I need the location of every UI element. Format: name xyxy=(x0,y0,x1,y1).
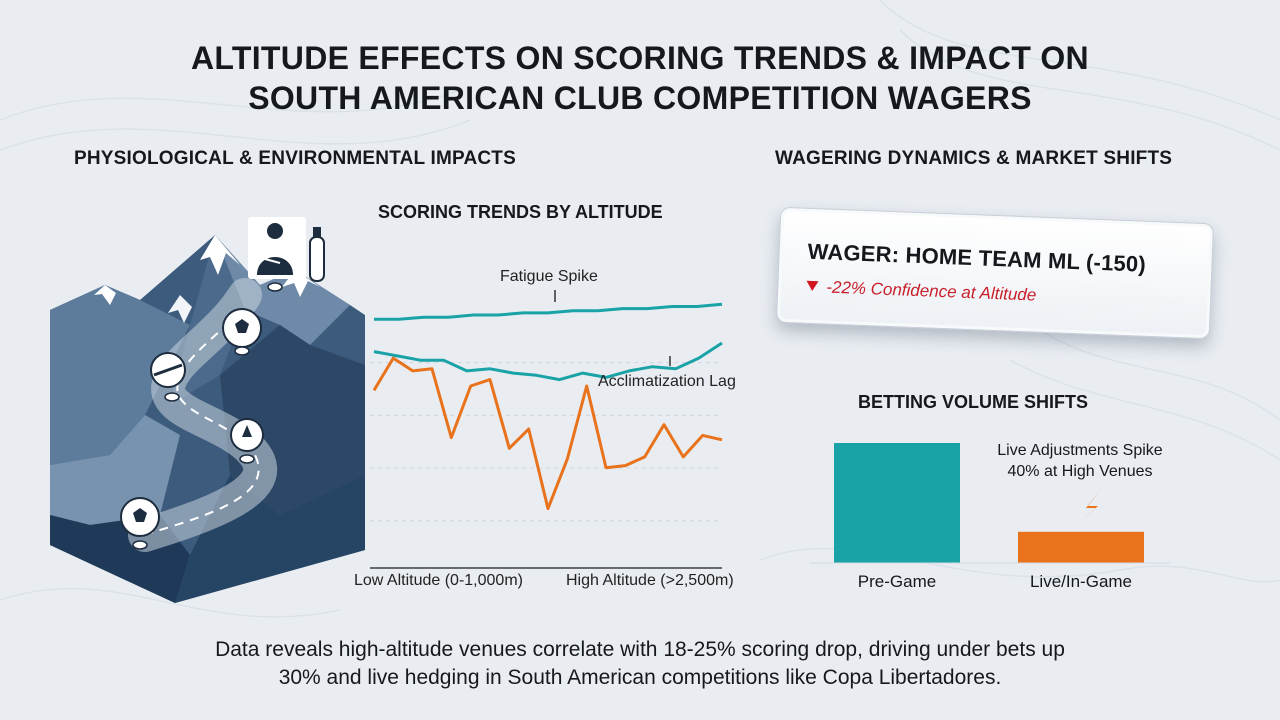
title-line-1: ALTITUDE EFFECTS ON SCORING TRENDS & IMP… xyxy=(191,40,1089,76)
left-section-heading: PHYSIOLOGICAL & ENVIRONMENTAL IMPACTS xyxy=(74,148,516,169)
bar-live-in-game xyxy=(1018,531,1144,563)
x-tick-low-altitude: Low Altitude (0-1,000m) xyxy=(354,572,523,589)
note-line-1: Live Adjustments Spike xyxy=(997,442,1163,459)
x-tick-high-altitude: High Altitude (>2,500m) xyxy=(566,572,734,589)
series-line-2 xyxy=(373,341,723,382)
summary-line-2: 30% and live hedging in South American c… xyxy=(278,666,1002,689)
wager-confidence-value: -22% Confidence at Altitude xyxy=(825,277,1037,305)
wager-confidence-text: -22% Confidence at Altitude xyxy=(806,277,1037,306)
wager-main-text: WAGER: HOME TEAM ML (-150) xyxy=(807,238,1147,277)
title-line-2: SOUTH AMERICAN CLUB COMPETITION WAGERS xyxy=(248,80,1032,116)
line-chart-title: SCORING TRENDS BY ALTITUDE xyxy=(378,202,663,222)
summary-text: Data reveals high-altitude venues correl… xyxy=(0,636,1280,692)
bar-chart-title: BETTING VOLUME SHIFTS xyxy=(858,392,1089,412)
note-line-2: 40% at High Venues xyxy=(1007,463,1153,480)
right-section-heading: WAGERING DYNAMICS & MARKET SHIFTS xyxy=(775,148,1173,169)
bar-label-live-in-game: Live/In-Game xyxy=(1029,572,1133,591)
bar-pre-game xyxy=(834,443,960,563)
oxygen-tank-icon xyxy=(309,227,325,282)
down-arrow-icon xyxy=(806,280,819,292)
player-icon xyxy=(248,217,306,279)
summary-line-1: Data reveals high-altitude venues correl… xyxy=(215,638,1065,661)
soccer-ball-icon xyxy=(120,308,264,537)
page-title: ALTITUDE EFFECTS ON SCORING TRENDS & IMP… xyxy=(0,38,1280,118)
mountain-illustration xyxy=(50,217,365,603)
series-line-3 xyxy=(372,356,723,511)
fatigue-spike-annotation: Fatigue Spike xyxy=(500,268,598,285)
scoring-trends-chart xyxy=(370,290,723,569)
betting-volume-chart xyxy=(810,443,1170,564)
series-line-1 xyxy=(374,302,723,321)
wager-card[interactable]: WAGER: HOME TEAM ML (-150) -22% Confiden… xyxy=(775,206,1215,340)
live-adjustment-note: Live Adjustments Spike 40% at High Venue… xyxy=(960,440,1200,482)
mountain-icon xyxy=(50,235,365,603)
acclimatization-lag-annotation: Acclimatization Lag xyxy=(598,373,736,390)
lightning-icon xyxy=(1078,488,1102,524)
bar-label-pre-game: Pre-Game xyxy=(857,572,937,591)
